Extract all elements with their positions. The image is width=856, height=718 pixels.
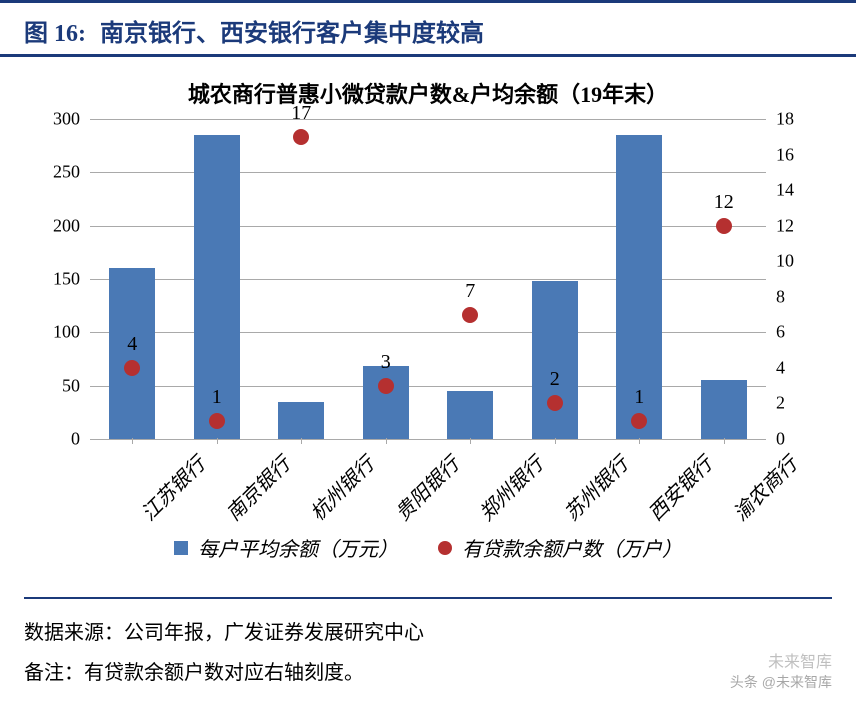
chart-area: 城农商行普惠小微贷款户数&户均余额（19年末） 0501001502002503… bbox=[0, 57, 856, 597]
x-tick bbox=[724, 438, 725, 444]
marker-dot bbox=[716, 218, 732, 234]
marker-dot bbox=[293, 129, 309, 145]
ytick-left: 50 bbox=[30, 375, 90, 396]
marker-label: 4 bbox=[127, 333, 137, 356]
marker-dot bbox=[462, 307, 478, 323]
marker-dot bbox=[378, 378, 394, 394]
chart-title: 城农商行普惠小微贷款户数&户均余额（19年末） bbox=[0, 57, 856, 119]
marker-label: 17 bbox=[291, 102, 311, 125]
gridline bbox=[90, 279, 766, 280]
title-line: 图 16: 南京银行、西安银行客户集中度较高 bbox=[24, 13, 832, 48]
marker-dot bbox=[547, 395, 563, 411]
marker-dot bbox=[124, 360, 140, 376]
ytick-left: 100 bbox=[30, 322, 90, 343]
x-label: 江苏银行 bbox=[134, 449, 211, 526]
watermark-brand: 未来智库 bbox=[768, 648, 832, 672]
x-tick bbox=[639, 438, 640, 444]
watermark-attrib: 头条 @未来智库 bbox=[730, 672, 832, 692]
ytick-right: 6 bbox=[766, 322, 816, 343]
gridline bbox=[90, 119, 766, 120]
gridline bbox=[90, 332, 766, 333]
title-bar: 图 16: 南京银行、西安银行客户集中度较高 bbox=[0, 0, 856, 57]
ytick-right: 0 bbox=[766, 429, 816, 450]
ytick-left: 300 bbox=[30, 109, 90, 130]
marker-label: 1 bbox=[212, 386, 222, 409]
bar bbox=[447, 391, 493, 439]
x-tick bbox=[555, 438, 556, 444]
figure-number: 图 16: bbox=[24, 13, 86, 48]
source-text: 数据来源：公司年报，广发证券发展研究中心 bbox=[24, 613, 832, 653]
ytick-left: 250 bbox=[30, 162, 90, 183]
legend-item-bar: 每户平均余额（万元） bbox=[174, 533, 398, 562]
source-block: 数据来源：公司年报，广发证券发展研究中心 备注：有贷款余额户数对应右轴刻度。 bbox=[0, 599, 856, 701]
plot-region: 0501001502002503000246810121416184117372… bbox=[90, 119, 766, 439]
marker-label: 7 bbox=[465, 280, 475, 303]
legend: 每户平均余额（万元） 有贷款余额户数（万户） bbox=[0, 529, 856, 562]
bar bbox=[532, 281, 578, 439]
legend-dot-label: 有贷款余额户数（万户） bbox=[462, 533, 682, 562]
marker-dot bbox=[209, 413, 225, 429]
marker-label: 3 bbox=[381, 351, 391, 374]
bar bbox=[701, 380, 747, 439]
legend-bar-label: 每户平均余额（万元） bbox=[198, 533, 398, 562]
dot-swatch-icon bbox=[438, 541, 452, 555]
ytick-right: 14 bbox=[766, 180, 816, 201]
gridline bbox=[90, 172, 766, 173]
marker-label: 2 bbox=[550, 368, 560, 391]
x-tick bbox=[386, 438, 387, 444]
x-label: 苏州银行 bbox=[556, 449, 633, 526]
x-tick bbox=[301, 438, 302, 444]
x-label: 杭州银行 bbox=[303, 449, 380, 526]
legend-item-dot: 有贷款余额户数（万户） bbox=[438, 533, 682, 562]
figure-root: 图 16: 南京银行、西安银行客户集中度较高 城农商行普惠小微贷款户数&户均余额… bbox=[0, 0, 856, 718]
x-label: 渝农商行 bbox=[725, 449, 802, 526]
ytick-right: 16 bbox=[766, 144, 816, 165]
gridline bbox=[90, 226, 766, 227]
ytick-right: 4 bbox=[766, 357, 816, 378]
ytick-left: 150 bbox=[30, 269, 90, 290]
x-tick bbox=[470, 438, 471, 444]
ytick-right: 12 bbox=[766, 215, 816, 236]
x-axis-labels: 江苏银行南京银行杭州银行贵阳银行郑州银行苏州银行西安银行渝农商行 bbox=[90, 439, 766, 529]
x-tick bbox=[132, 438, 133, 444]
marker-label: 12 bbox=[714, 191, 734, 214]
x-label: 南京银行 bbox=[218, 449, 295, 526]
bar bbox=[278, 402, 324, 439]
ytick-left: 0 bbox=[30, 429, 90, 450]
ytick-right: 18 bbox=[766, 109, 816, 130]
ytick-right: 2 bbox=[766, 393, 816, 414]
x-label: 郑州银行 bbox=[472, 449, 549, 526]
x-label: 西安银行 bbox=[641, 449, 718, 526]
x-tick bbox=[217, 438, 218, 444]
figure-title: 南京银行、西安银行客户集中度较高 bbox=[100, 13, 484, 48]
ytick-right: 8 bbox=[766, 286, 816, 307]
x-label: 贵阳银行 bbox=[387, 449, 464, 526]
bar-swatch-icon bbox=[174, 541, 188, 555]
marker-label: 1 bbox=[634, 386, 644, 409]
marker-dot bbox=[631, 413, 647, 429]
ytick-right: 10 bbox=[766, 251, 816, 272]
gridline bbox=[90, 386, 766, 387]
note-text: 备注：有贷款余额户数对应右轴刻度。 bbox=[24, 653, 832, 693]
ytick-left: 200 bbox=[30, 215, 90, 236]
